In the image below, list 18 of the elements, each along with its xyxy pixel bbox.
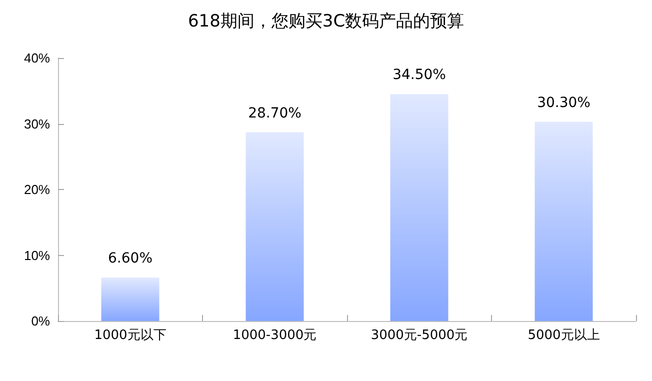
x-tick-label: 3000元-5000元 (370, 328, 468, 343)
bar (390, 94, 448, 321)
y-tick-label: 10% (24, 248, 50, 263)
y-tick-label: 0% (31, 314, 50, 328)
x-tick-label: 5000元以上 (528, 328, 600, 343)
data-label: 30.30% (537, 94, 590, 111)
chart-title: 618期间，您购买3C数码产品的预算 (188, 12, 464, 32)
y-tick-label: 40% (24, 50, 50, 66)
bar (534, 122, 593, 321)
data-label: 34.50% (392, 67, 446, 84)
x-tick-label: 1000-3000元 (232, 328, 317, 343)
y-tick-label: 30% (24, 116, 50, 132)
y-tick-label: 20% (24, 182, 50, 197)
data-label: 6.60% (108, 250, 152, 267)
bar (101, 278, 160, 321)
bar (246, 132, 304, 321)
data-label: 28.70% (248, 105, 302, 122)
x-tick-label: 1000元以下 (94, 328, 166, 343)
